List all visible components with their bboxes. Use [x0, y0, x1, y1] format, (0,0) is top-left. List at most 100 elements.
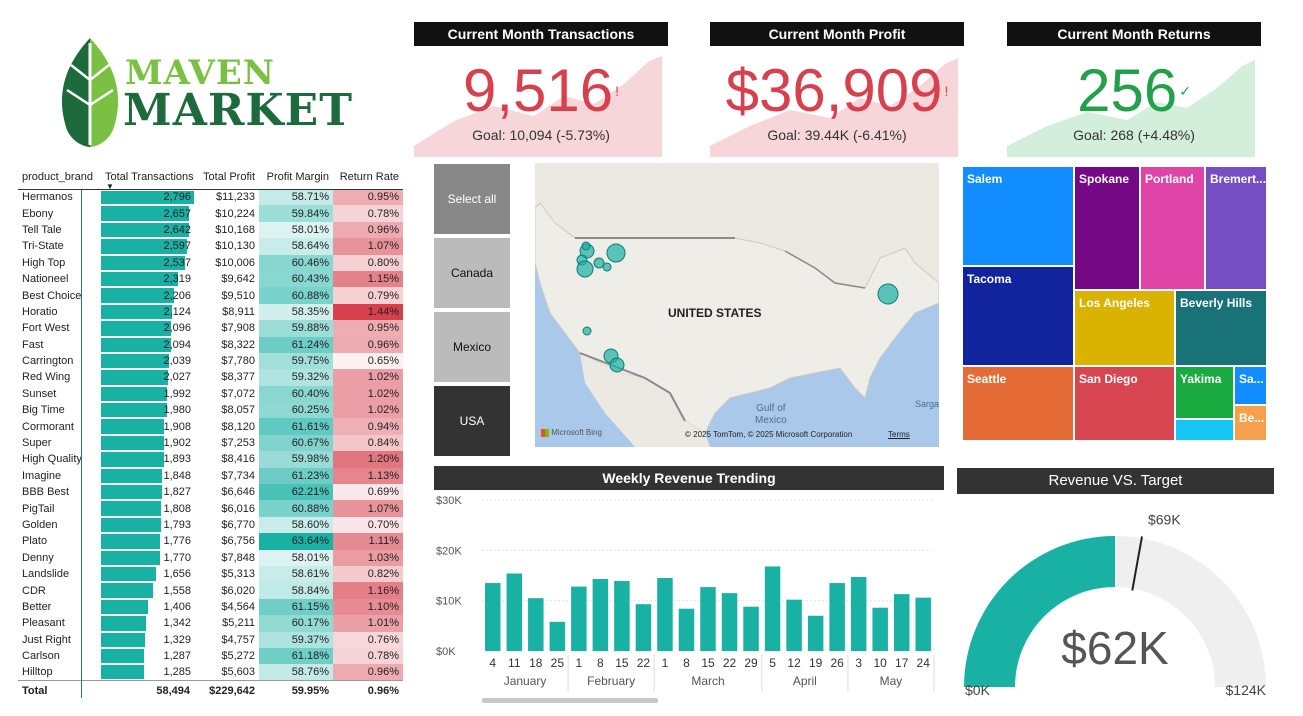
revenue-gauge[interactable]: $62K $0K $124K $69K — [957, 494, 1274, 710]
weekly-bar[interactable] — [635, 604, 652, 651]
weekly-bar[interactable] — [764, 566, 781, 651]
treemap-cell-san-diego[interactable]: San Diego — [1075, 367, 1176, 442]
weekly-bar[interactable] — [592, 579, 609, 651]
table-row[interactable]: Fort West 2,096 $7,908 59.88% 0.95% — [18, 320, 403, 337]
cell-margin: 59.37% — [259, 631, 333, 648]
treemap-cell-tacoma[interactable]: Tacoma — [963, 267, 1075, 367]
kpi-card-returns[interactable]: Current Month Returns 256 ✓ Goal: 268 (+4… — [1007, 22, 1263, 157]
kpi-value: 256 ✓ — [1077, 57, 1191, 124]
table-row[interactable]: Tri-State 2,597 $10,130 58.64% 1.07% — [18, 238, 403, 255]
treemap-cell-sa[interactable]: Sa... — [1235, 367, 1268, 406]
weekly-bar[interactable] — [614, 581, 630, 651]
weekly-bar[interactable] — [850, 577, 867, 651]
weekly-revenue-chart[interactable]: $30K $20K $10K $0K 4 11 18 25 1 8 15 22 1 8 15 22 29 5 12 1… — [434, 490, 944, 710]
x-tick-label: 26 — [830, 656, 844, 670]
table-row[interactable]: Fast 2,094 $8,322 61.24% 0.96% — [18, 336, 403, 353]
treemap-cell-bremerton[interactable]: Bremert... — [1206, 167, 1268, 291]
table-row[interactable]: High Quality 1,893 $8,416 59.98% 1.20% — [18, 451, 403, 468]
weekly-bar[interactable] — [549, 621, 566, 651]
table-row[interactable]: Denny 1,770 $7,848 58.01% 1.03% — [18, 549, 403, 566]
map-terms-link[interactable]: Terms — [888, 430, 910, 439]
col-header-transactions[interactable]: Total Transactions — [101, 165, 194, 190]
col-header-brand[interactable]: product_brand — [18, 165, 101, 190]
weekly-bar[interactable] — [872, 607, 888, 651]
table-row[interactable]: Sunset 1,992 $7,072 60.40% 1.02% — [18, 385, 403, 403]
cell-brand: PigTail — [22, 502, 55, 515]
table-row[interactable]: Hermanos 2,796 $11,233 58.71% 0.95% — [18, 189, 403, 206]
table-row[interactable]: Golden 1,793 $6,770 58.60% 0.70% — [18, 516, 403, 534]
cell-margin: 59.98% — [259, 451, 333, 468]
table-row[interactable]: Imagine 1,848 $7,734 61.23% 1.13% — [18, 467, 403, 485]
table-row[interactable]: Big Time 1,980 $8,057 60.25% 1.02% — [18, 402, 403, 419]
weekly-bar[interactable] — [571, 586, 587, 651]
table-row[interactable]: PigTail 1,808 $6,016 60.88% 1.07% — [18, 500, 403, 517]
cell-transactions: 1,893 — [101, 451, 194, 467]
weekly-bar[interactable] — [807, 615, 824, 651]
table-row[interactable]: Nationeel 2,319 $9,642 60.43% 1.15% — [18, 270, 403, 288]
treemap-cell-spokane[interactable]: Spokane — [1075, 167, 1141, 291]
table-row[interactable]: Landslide 1,656 $5,313 58.61% 0.82% — [18, 565, 403, 583]
weekly-bar[interactable] — [915, 597, 931, 651]
table-row[interactable]: Ebony 2,657 $10,224 59.84% 0.78% — [18, 205, 403, 222]
table-row[interactable]: Pleasant 1,342 $5,211 60.17% 1.01% — [18, 615, 403, 632]
table-row[interactable]: Red Wing 2,027 $8,377 59.32% 1.02% — [18, 369, 403, 386]
treemap-cell-be[interactable]: Be... — [1235, 406, 1268, 442]
weekly-bar[interactable] — [786, 599, 802, 651]
cell-margin: 59.84% — [259, 205, 333, 222]
cell-brand: Sunset — [22, 387, 57, 400]
slicer-select-all[interactable]: Select all — [434, 164, 510, 234]
cell-brand: High Top — [22, 256, 66, 269]
x-tick-label: 17 — [895, 656, 909, 670]
horizontal-scrollbar[interactable] — [482, 698, 658, 703]
table-row[interactable]: Carrington 2,039 $7,780 59.75% 0.65% — [18, 352, 403, 370]
table-row[interactable]: Carlson 1,287 $5,272 61.18% 0.78% — [18, 647, 403, 665]
table-row[interactable]: Hilltop 1,285 $5,603 58.76% 0.96% — [18, 664, 403, 681]
weekly-bar[interactable] — [743, 606, 759, 651]
cell-margin: 58.01% — [259, 221, 333, 239]
table-row[interactable]: Plato 1,776 $6,756 63.64% 1.11% — [18, 533, 403, 550]
cell-brand: High Quality — [22, 453, 82, 466]
slicer-usa[interactable]: USA — [434, 386, 510, 456]
weekly-bar[interactable] — [829, 583, 845, 651]
weekly-bar[interactable] — [721, 593, 738, 651]
kpi-card-transactions[interactable]: Current Month Transactions 9,516! Goal: … — [414, 22, 670, 157]
table-row[interactable]: BBB Best 1,827 $6,646 62.21% 0.69% — [18, 484, 403, 501]
kpi-card-profit[interactable]: Current Month Profit $36,909! Goal: 39.4… — [710, 22, 966, 157]
treemap-cell-salem[interactable]: Salem — [963, 167, 1075, 267]
weekly-bar[interactable] — [678, 608, 695, 651]
cell-transactions: 2,796 — [101, 189, 194, 205]
weekly-bar[interactable] — [700, 587, 716, 651]
weekly-bar[interactable] — [657, 578, 673, 651]
map-label-country: UNITED STATES — [668, 306, 762, 320]
slicer-mexico[interactable]: Mexico — [434, 312, 510, 382]
col-header-return-rate[interactable]: Return Rate — [333, 165, 403, 190]
table-row[interactable]: Best Choice 2,206 $9,510 60.88% 0.79% — [18, 287, 403, 304]
city-treemap[interactable]: Salem Spokane Portland Bremert... Tacoma… — [963, 167, 1268, 442]
weekly-bar[interactable] — [506, 573, 523, 651]
weekly-bar[interactable] — [893, 594, 910, 651]
table-row[interactable]: Tell Tale 2,642 $10,168 58.01% 0.96% — [18, 221, 403, 239]
weekly-bar[interactable] — [485, 583, 501, 651]
treemap-cell-seattle[interactable]: Seattle — [963, 367, 1075, 442]
weekly-bar[interactable] — [528, 598, 544, 651]
slicer-canada[interactable]: Canada — [434, 238, 510, 308]
table-row[interactable]: Horatio 2,124 $8,911 58.35% 1.44% — [18, 303, 403, 321]
table-row[interactable]: CDR 1,558 $6,020 58.84% 1.16% — [18, 582, 403, 599]
brand-table[interactable]: product_brand Total Transactions Total P… — [18, 165, 403, 701]
treemap-cell-los-angeles[interactable]: Los Angeles — [1075, 291, 1176, 367]
col-header-profit[interactable]: Total Profit — [194, 165, 259, 190]
treemap-cell-portland[interactable]: Portland — [1141, 167, 1206, 291]
store-map[interactable]: UNITED STATES Gulf of Mexico Sarga Micro… — [535, 163, 939, 447]
table-row[interactable]: Cormorant 1,908 $8,120 61.61% 0.94% — [18, 418, 403, 435]
table-row[interactable]: Super 1,902 $7,253 60.67% 0.84% — [18, 434, 403, 452]
table-row[interactable]: High Top 2,537 $10,006 60.46% 0.80% — [18, 254, 403, 271]
treemap-cell-beverly-hills[interactable]: Beverly Hills — [1176, 291, 1268, 367]
table-row[interactable]: Just Right 1,329 $4,757 59.37% 0.76% — [18, 631, 403, 648]
cell-profit: $9,642 — [221, 273, 255, 286]
treemap-cell-yakima[interactable]: Yakima — [1176, 367, 1235, 420]
cell-profit: $8,322 — [221, 338, 255, 351]
col-header-margin[interactable]: Profit Margin — [259, 165, 333, 190]
cell-return-rate: 0.80% — [333, 254, 403, 271]
table-row[interactable]: Better 1,406 $4,564 61.15% 1.10% — [18, 598, 403, 616]
treemap-cell-small[interactable] — [1176, 420, 1235, 442]
